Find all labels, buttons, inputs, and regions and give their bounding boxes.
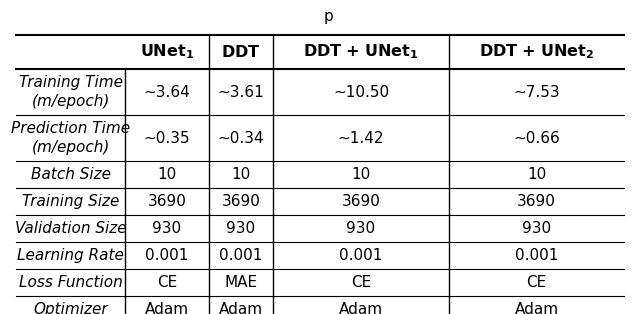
Text: 0.001: 0.001	[339, 248, 383, 263]
Text: 3690: 3690	[342, 194, 380, 209]
Text: 930: 930	[152, 221, 182, 236]
Text: $\mathbf{UNet}_\mathbf{1}$: $\mathbf{UNet}_\mathbf{1}$	[140, 43, 194, 61]
Text: Optimizer: Optimizer	[33, 302, 108, 314]
Text: ∼0.35: ∼0.35	[143, 131, 190, 146]
Text: ∼10.50: ∼10.50	[333, 85, 389, 100]
Text: 3690: 3690	[221, 194, 260, 209]
Text: $\mathbf{DDT}$: $\mathbf{DDT}$	[221, 44, 260, 60]
Text: Adam: Adam	[219, 302, 263, 314]
Text: 3690: 3690	[147, 194, 186, 209]
Text: p: p	[323, 9, 333, 24]
Text: 10: 10	[351, 167, 371, 182]
Text: ∼1.42: ∼1.42	[338, 131, 384, 146]
Text: Adam: Adam	[145, 302, 189, 314]
Text: ∼0.66: ∼0.66	[513, 131, 560, 146]
Text: 10: 10	[157, 167, 177, 182]
Text: 930: 930	[346, 221, 376, 236]
Text: CE: CE	[527, 275, 547, 290]
Text: CE: CE	[157, 275, 177, 290]
Text: 0.001: 0.001	[515, 248, 558, 263]
Text: ∼3.61: ∼3.61	[218, 85, 264, 100]
Text: Batch Size: Batch Size	[31, 167, 111, 182]
Text: 930: 930	[522, 221, 551, 236]
Text: 930: 930	[227, 221, 255, 236]
Text: 3690: 3690	[517, 194, 556, 209]
Text: 0.001: 0.001	[219, 248, 262, 263]
Text: ∼3.64: ∼3.64	[143, 85, 190, 100]
Text: 10: 10	[231, 167, 250, 182]
Text: Prediction Time
(m/epoch): Prediction Time (m/epoch)	[11, 121, 131, 155]
Text: 10: 10	[527, 167, 546, 182]
Text: $\mathbf{DDT}\ \mathbf{+}\ \mathbf{UNet}_\mathbf{1}$: $\mathbf{DDT}\ \mathbf{+}\ \mathbf{UNet}…	[303, 43, 419, 61]
Text: Adam: Adam	[515, 302, 559, 314]
Text: Training Time
(m/epoch): Training Time (m/epoch)	[19, 75, 123, 109]
Text: ∼0.34: ∼0.34	[218, 131, 264, 146]
Text: $\mathbf{DDT}\ \mathbf{+}\ \mathbf{UNet}_\mathbf{2}$: $\mathbf{DDT}\ \mathbf{+}\ \mathbf{UNet}…	[479, 43, 594, 61]
Text: CE: CE	[351, 275, 371, 290]
Text: 0.001: 0.001	[145, 248, 189, 263]
Text: MAE: MAE	[224, 275, 257, 290]
Text: Loss Function: Loss Function	[19, 275, 123, 290]
Text: Training Size: Training Size	[22, 194, 120, 209]
Text: ∼7.53: ∼7.53	[513, 85, 560, 100]
Text: Adam: Adam	[339, 302, 383, 314]
Text: Validation Size: Validation Size	[15, 221, 127, 236]
Text: Learning Rate: Learning Rate	[17, 248, 124, 263]
